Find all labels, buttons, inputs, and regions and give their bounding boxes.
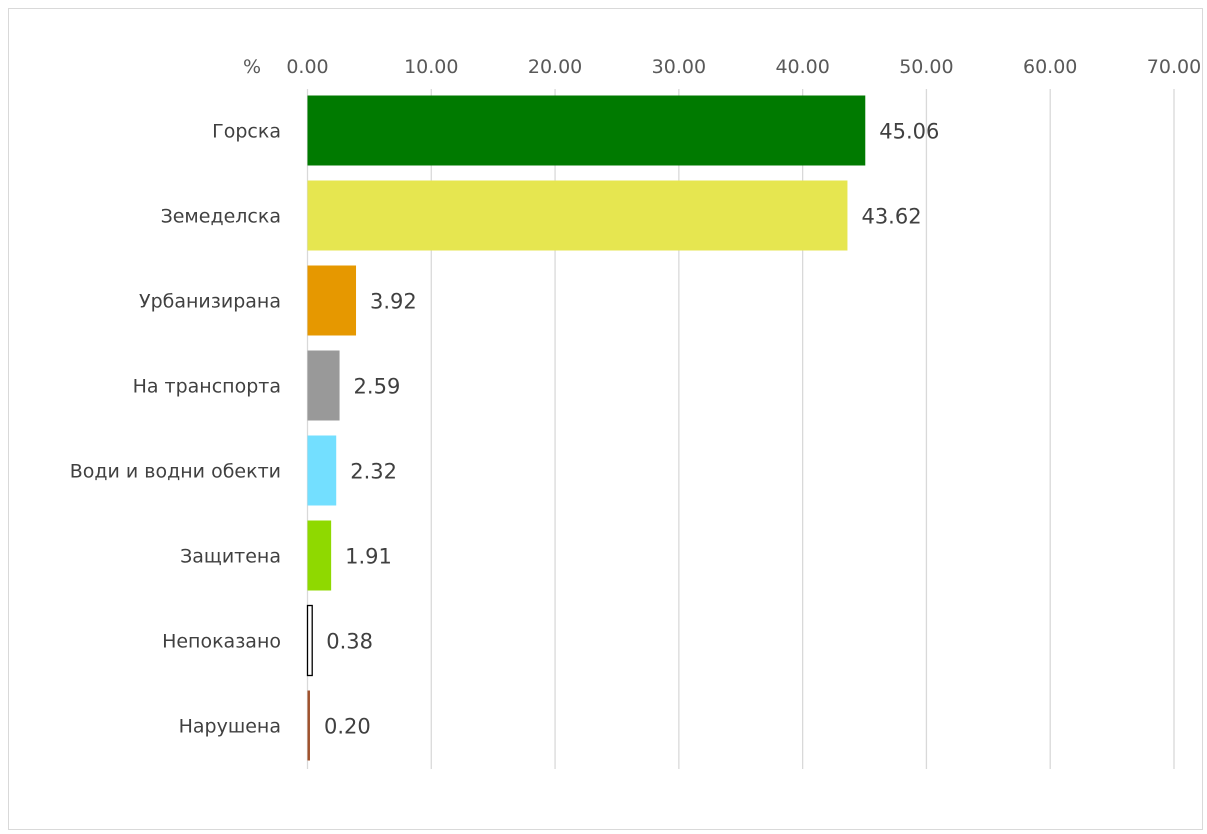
category-label: Защитена bbox=[180, 546, 281, 568]
bar bbox=[307, 180, 848, 251]
category-label: Нарушена bbox=[179, 716, 281, 738]
x-tick-label: 70.00 bbox=[1147, 56, 1201, 78]
x-tick-label: 30.00 bbox=[652, 56, 706, 78]
data-labels: 45.06 43.62 3.92 2.59 2.32 1.91 0.38 0.20 bbox=[324, 120, 939, 739]
category-label: Води и водни обекти bbox=[70, 461, 281, 483]
bar bbox=[307, 435, 337, 506]
category-label: Непоказано bbox=[162, 631, 281, 653]
data-label: 2.32 bbox=[350, 460, 397, 484]
bar bbox=[307, 690, 310, 761]
data-label: 2.59 bbox=[354, 375, 401, 399]
bar-chart: % 0.00 10.00 20.00 30.00 40.00 50.00 60.00 70.0… bbox=[70, 56, 1201, 769]
data-label: 3.92 bbox=[370, 290, 417, 314]
bar bbox=[307, 520, 332, 591]
bar bbox=[306, 604, 313, 677]
x-tick-label: 40.00 bbox=[775, 56, 829, 78]
bar bbox=[307, 265, 357, 336]
x-tick-label: 50.00 bbox=[899, 56, 953, 78]
data-label: 43.62 bbox=[861, 205, 921, 229]
data-label: 1.91 bbox=[345, 545, 392, 569]
data-label: 0.20 bbox=[324, 715, 371, 739]
x-tick-label: 60.00 bbox=[1023, 56, 1077, 78]
category-label: Урбанизирана bbox=[139, 291, 281, 313]
axis-unit-label: % bbox=[243, 56, 261, 78]
category-labels: Горска Земеделска Урбанизирана На транспорт… bbox=[70, 121, 281, 738]
data-label: 45.06 bbox=[879, 120, 939, 144]
category-label: Горска bbox=[212, 121, 281, 143]
category-label: Земеделска bbox=[161, 206, 281, 228]
data-label: 0.38 bbox=[326, 630, 373, 654]
category-label: На транспорта bbox=[133, 376, 281, 398]
bar bbox=[307, 95, 866, 166]
x-tick-label: 10.00 bbox=[404, 56, 458, 78]
bar bbox=[307, 350, 340, 421]
x-tick-label: 20.00 bbox=[528, 56, 582, 78]
x-axis-ticks: 0.00 10.00 20.00 30.00 40.00 50.00 60.00 70.00 bbox=[286, 56, 1201, 78]
bars bbox=[306, 95, 866, 761]
chart-area: % 0.00 10.00 20.00 30.00 40.00 50.00 60.00 70.0… bbox=[8, 8, 1203, 830]
x-tick-label: 0.00 bbox=[286, 56, 328, 78]
